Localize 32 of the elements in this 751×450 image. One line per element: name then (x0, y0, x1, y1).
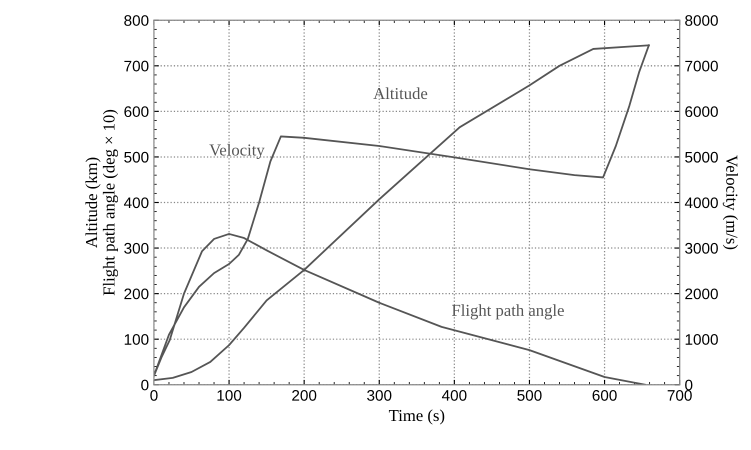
y-tick-label: 300 (124, 242, 148, 254)
series-label: Flight path angle (452, 304, 564, 320)
y-tick-label: 100 (124, 334, 148, 345)
y2-tick-label: 4000 (684, 197, 718, 208)
x-tick-label: 0 (150, 390, 158, 401)
y-axis-title: Altitude (km) Flight path angle (deg × 10) (85, 110, 118, 296)
y2-tick-label: 3000 (685, 242, 718, 254)
y-tick-label: 500 (124, 152, 148, 163)
y-tick-label: 400 (124, 197, 148, 208)
y2-tick-label: 2000 (685, 288, 718, 300)
y-tick-label: 700 (124, 60, 148, 72)
y-tick-label: 800 (124, 15, 148, 26)
y-tick-label: 200 (124, 288, 148, 300)
text: Altitude (373, 87, 428, 100)
x-tick-label: 600 (592, 390, 617, 401)
x-tick-label: 200 (292, 390, 316, 401)
y2-tick-label: 6000 (685, 106, 718, 118)
x-tick-label: 300 (367, 390, 392, 401)
x-tick-label: 700 (668, 390, 692, 401)
y2-tick-label: 5000 (685, 152, 718, 163)
y2-axis-title: Velocity (m/s) (722, 155, 738, 250)
y2-tick-label: 8000 (685, 15, 718, 26)
x-tick-label: 500 (517, 390, 542, 401)
y2-tick-label: 1000 (686, 334, 718, 345)
x-tick-label: 100 (217, 390, 242, 401)
x-tick-label: 400 (442, 390, 467, 401)
y2-tick-label: 0 (685, 380, 692, 390)
series-label: Velocity (209, 144, 265, 160)
y-tick-label: 600 (124, 106, 148, 118)
y-tick-label: 0 (141, 380, 148, 390)
y2-tick-label: 7000 (685, 60, 718, 72)
x-axis-title: Time (s) (388, 409, 444, 425)
